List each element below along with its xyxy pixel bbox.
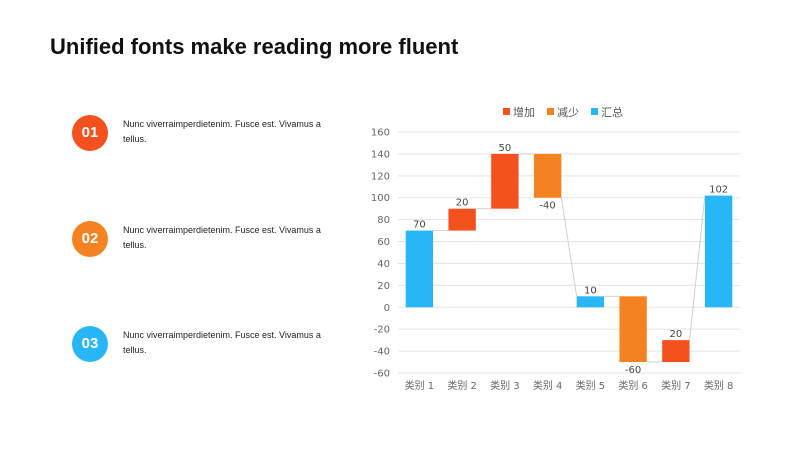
connector-line bbox=[689, 195, 706, 341]
number-badge-2: 02 bbox=[72, 221, 108, 257]
legend-swatch bbox=[591, 108, 598, 115]
y-tick-label: 0 bbox=[384, 303, 390, 314]
bar-7 bbox=[662, 340, 690, 363]
y-tick-label: 20 bbox=[377, 281, 390, 292]
waterfall-chart: 160 140 120 100 80 60 40 20 0 -20 -40 -60 70 类别 1 20 类别… bbox=[371, 105, 740, 392]
x-tick-label: 类别 1 bbox=[405, 379, 435, 392]
x-tick-label: 类别 2 bbox=[447, 379, 477, 392]
bar-6 bbox=[619, 296, 647, 363]
data-label: 70 bbox=[413, 220, 426, 231]
bar-4 bbox=[533, 153, 562, 198]
x-tick-label: 类别 3 bbox=[490, 379, 520, 392]
item-text-1: Nunc viverraimperdietenim. Fusce est. Vi… bbox=[123, 119, 321, 144]
y-tick-label: 140 bbox=[371, 149, 390, 160]
bar-5 bbox=[576, 296, 605, 308]
y-tick-label: 60 bbox=[377, 237, 390, 248]
x-tick-label: 类别 6 bbox=[618, 379, 648, 392]
bar-8 bbox=[704, 195, 733, 308]
list-item-3: 03 Nunc viverraimperdietenim. Fusce est.… bbox=[72, 326, 332, 366]
data-label: 10 bbox=[584, 285, 597, 296]
number-badge-1: 01 bbox=[72, 115, 108, 151]
legend-swatch bbox=[503, 108, 510, 115]
slide-title: Unified fonts make reading more fluent bbox=[50, 34, 459, 59]
data-label: 20 bbox=[456, 198, 469, 209]
y-tick-label: -40 bbox=[374, 347, 390, 358]
y-tick-label: 100 bbox=[371, 193, 390, 204]
item-text-3: Nunc viverraimperdietenim. Fusce est. Vi… bbox=[123, 330, 321, 355]
data-label: 102 bbox=[709, 185, 728, 196]
bar-2 bbox=[448, 208, 476, 231]
connector-line bbox=[560, 197, 578, 297]
data-label: -40 bbox=[539, 201, 555, 212]
x-tick-label: 类别 5 bbox=[576, 379, 606, 392]
legend-label: 汇总 bbox=[601, 105, 623, 119]
number-badge-3: 03 bbox=[72, 326, 108, 362]
list-item-1: 01 Nunc viverraimperdietenim. Fusce est.… bbox=[72, 115, 332, 155]
y-tick-label: -60 bbox=[374, 369, 390, 380]
x-tick-label: 类别 4 bbox=[533, 379, 563, 392]
y-tick-label: 40 bbox=[377, 259, 390, 270]
list-item-2: 02 Nunc viverraimperdietenim. Fusce est.… bbox=[72, 221, 332, 261]
data-label: -60 bbox=[625, 365, 641, 376]
data-label: 50 bbox=[499, 143, 512, 154]
legend-swatch bbox=[547, 108, 554, 115]
legend-label: 减少 bbox=[557, 106, 579, 119]
y-tick-label: 120 bbox=[371, 171, 390, 182]
data-label: 20 bbox=[670, 329, 683, 340]
x-tick-label: 类别 8 bbox=[704, 379, 734, 392]
bar-3 bbox=[491, 153, 519, 209]
x-tick-label: 类别 7 bbox=[661, 379, 691, 392]
y-tick-label: 160 bbox=[371, 128, 390, 139]
bar-1 bbox=[405, 230, 434, 308]
y-tick-label: -20 bbox=[374, 325, 390, 336]
item-text-2: Nunc viverraimperdietenim. Fusce est. Vi… bbox=[123, 225, 321, 250]
y-tick-label: 80 bbox=[377, 215, 390, 226]
legend-label: 增加 bbox=[513, 105, 535, 119]
